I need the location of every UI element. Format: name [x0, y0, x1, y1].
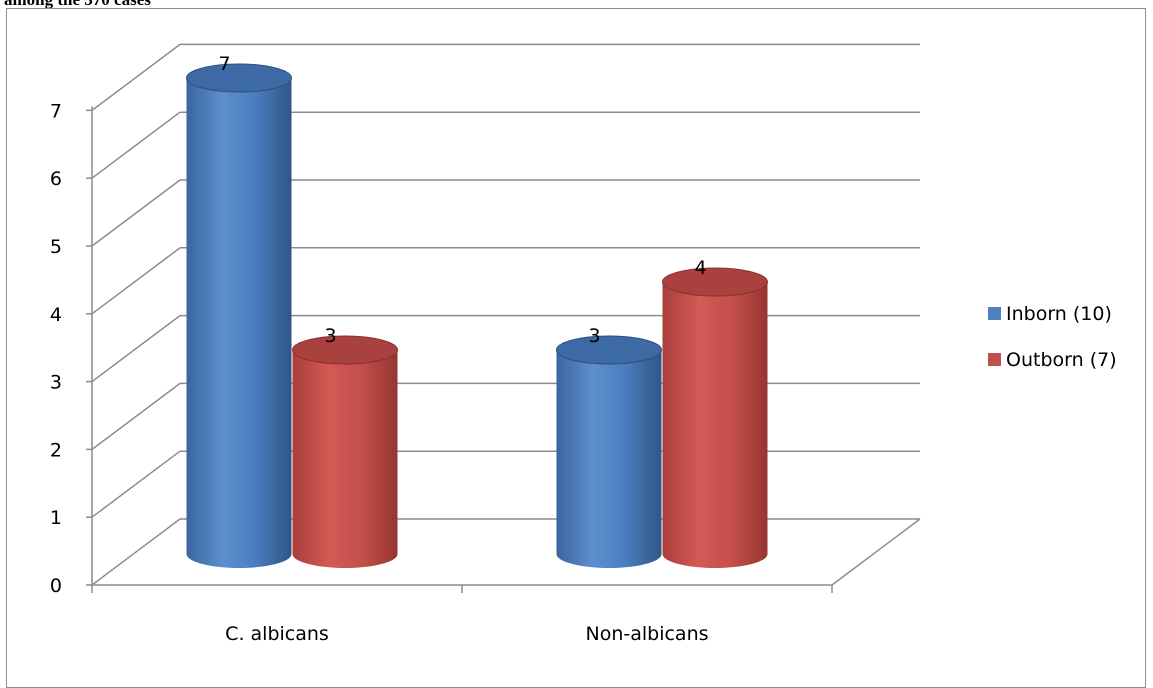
legend-label-0: Inborn (10): [1006, 303, 1112, 325]
floor-edge: [831, 518, 921, 586]
y-tick-label: 0: [50, 575, 62, 597]
legend-label-1: Outborn (7): [1006, 349, 1117, 371]
gridline-diagonal: [91, 382, 181, 450]
y-tick-label: 5: [50, 236, 62, 258]
gridline-diagonal: [91, 43, 181, 112]
bar-top: [292, 335, 398, 365]
bar-outborn-1: [662, 282, 768, 568]
x-tick-label: Non-albicans: [585, 623, 708, 645]
gridline-diagonal: [91, 450, 181, 518]
gridline-diagonal: [91, 315, 181, 383]
bar-inborn-1: [556, 350, 662, 568]
bar-outborn-0: [292, 350, 398, 568]
bar-top: [662, 267, 768, 297]
data-label: 7: [218, 53, 230, 75]
bar-inborn-0: [186, 78, 292, 568]
data-label: 4: [694, 257, 706, 279]
data-label: 3: [588, 325, 600, 347]
y-tick-label: 7: [50, 100, 62, 122]
y-tick-label: 6: [50, 168, 62, 190]
data-label: 3: [324, 325, 336, 347]
gridline-diagonal: [91, 111, 181, 179]
gridline-diagonal: [91, 518, 181, 586]
gridline-diagonal: [91, 247, 181, 315]
legend-swatch-1: [988, 353, 1001, 366]
y-tick-label: 4: [50, 304, 62, 326]
y-tick-label: 3: [50, 372, 62, 394]
chart-grid: [91, 43, 921, 586]
legend-swatch-0: [988, 307, 1001, 320]
figure-caption: among the 370 cases: [4, 0, 151, 10]
bar-top: [556, 335, 662, 365]
y-tick-label: 1: [50, 507, 62, 529]
x-tick-label: C. albicans: [225, 623, 329, 645]
gridline-diagonal: [91, 179, 181, 247]
chart-bars: [186, 63, 768, 568]
chart-labels: 7 3 3 4: [218, 53, 706, 347]
chart-axes: 0 1 2 3 4 5 6 7 C. albicans Non-albicans: [50, 100, 833, 645]
bar-top: [186, 63, 292, 93]
y-tick-label: 2: [50, 439, 62, 461]
chart-legend: Inborn (10) Outborn (7): [988, 303, 1117, 371]
